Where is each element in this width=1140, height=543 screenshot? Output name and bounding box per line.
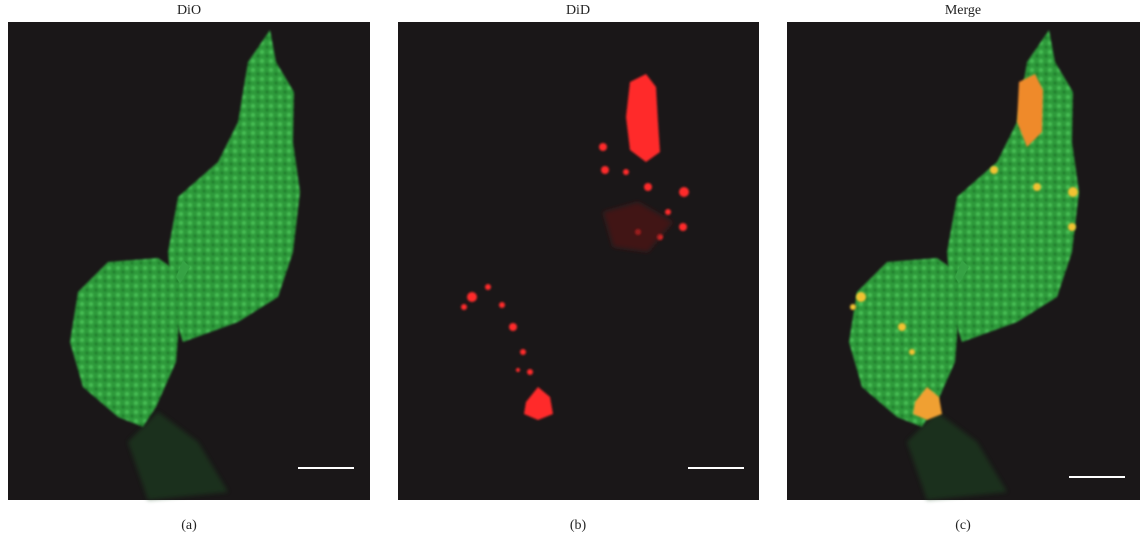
panel-a xyxy=(8,22,370,500)
panel-caption: (a) xyxy=(181,518,197,533)
panel-c xyxy=(787,22,1140,500)
panel-caption: (c) xyxy=(955,518,971,533)
panel-title: DiD xyxy=(566,3,590,18)
figure: DiO DiD Merge (a) (b) (c) xyxy=(0,0,1140,543)
micrograph xyxy=(398,22,759,500)
panel-title: DiO xyxy=(177,3,201,18)
panel-caption: (b) xyxy=(570,518,587,533)
panel-b xyxy=(398,22,759,500)
panel-title: Merge xyxy=(945,3,981,18)
page: DiO DiD Merge (a) (b) (c) (() => { const… xyxy=(0,0,1140,543)
